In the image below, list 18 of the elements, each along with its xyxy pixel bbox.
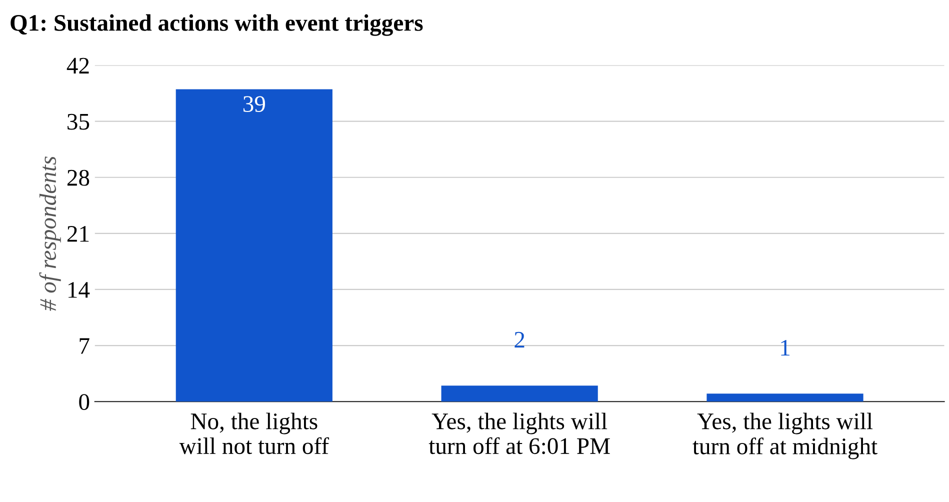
y-tick-label: 28 xyxy=(67,170,90,186)
chart-title: Q1: Sustained actions with event triggers xyxy=(10,14,423,36)
bar xyxy=(176,89,332,402)
x-tick-label: Yes, the lights will turn off at 6:01 PM xyxy=(428,412,610,454)
y-tick-label: 42 xyxy=(66,58,89,74)
data-label: 39 xyxy=(243,96,265,112)
y-tick-label: 0 xyxy=(79,394,90,410)
y-tick-label: 35 xyxy=(68,114,90,130)
bar xyxy=(706,394,864,402)
x-tick-label: Yes, the lights will turn off at midnight xyxy=(692,412,878,460)
y-tick-label: 7 xyxy=(80,338,90,354)
y-tick-label: 21 xyxy=(67,226,89,242)
bar xyxy=(441,386,598,402)
y-axis-title: # of respondents xyxy=(39,156,61,311)
y-tick-label: 14 xyxy=(68,282,90,298)
x-tick-label: No, the lights will not turn off xyxy=(179,412,330,454)
data-label: 1 xyxy=(781,340,790,356)
data-label: 2 xyxy=(514,332,524,348)
